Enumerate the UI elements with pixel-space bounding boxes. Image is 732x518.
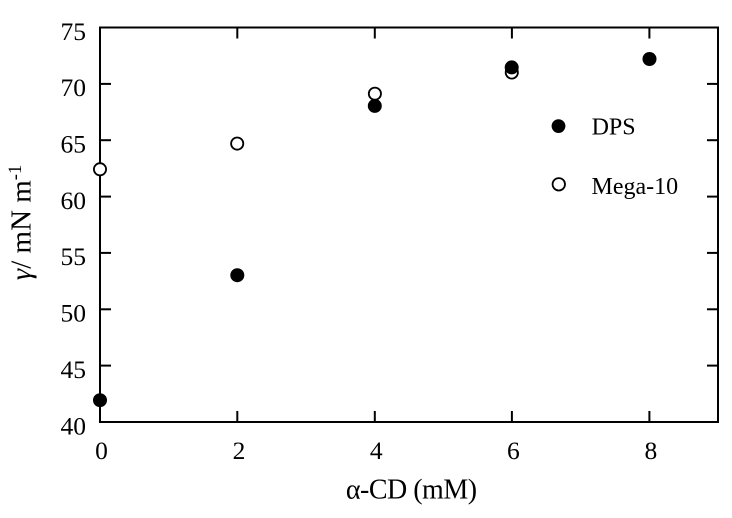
svg-text:Mega-10: Mega-10	[592, 174, 679, 200]
svg-text:8: 8	[645, 436, 658, 465]
svg-text:2: 2	[233, 436, 246, 465]
svg-text:40: 40	[61, 411, 87, 440]
svg-text:4: 4	[370, 436, 383, 465]
svg-text:75: 75	[61, 17, 87, 46]
svg-text:60: 60	[61, 186, 87, 215]
svg-text:50: 50	[61, 299, 87, 328]
svg-text:65: 65	[61, 130, 87, 159]
svg-text:0: 0	[95, 436, 108, 465]
svg-text:55: 55	[61, 242, 87, 271]
svg-text:6: 6	[507, 436, 520, 465]
svg-text:45: 45	[61, 355, 87, 384]
svg-text:α-CD (mM): α-CD (mM)	[346, 474, 477, 505]
svg-text:γ/ mN m-1: γ/ mN m-1	[6, 165, 38, 280]
svg-text:DPS: DPS	[592, 115, 636, 141]
svg-text:70: 70	[61, 73, 87, 102]
